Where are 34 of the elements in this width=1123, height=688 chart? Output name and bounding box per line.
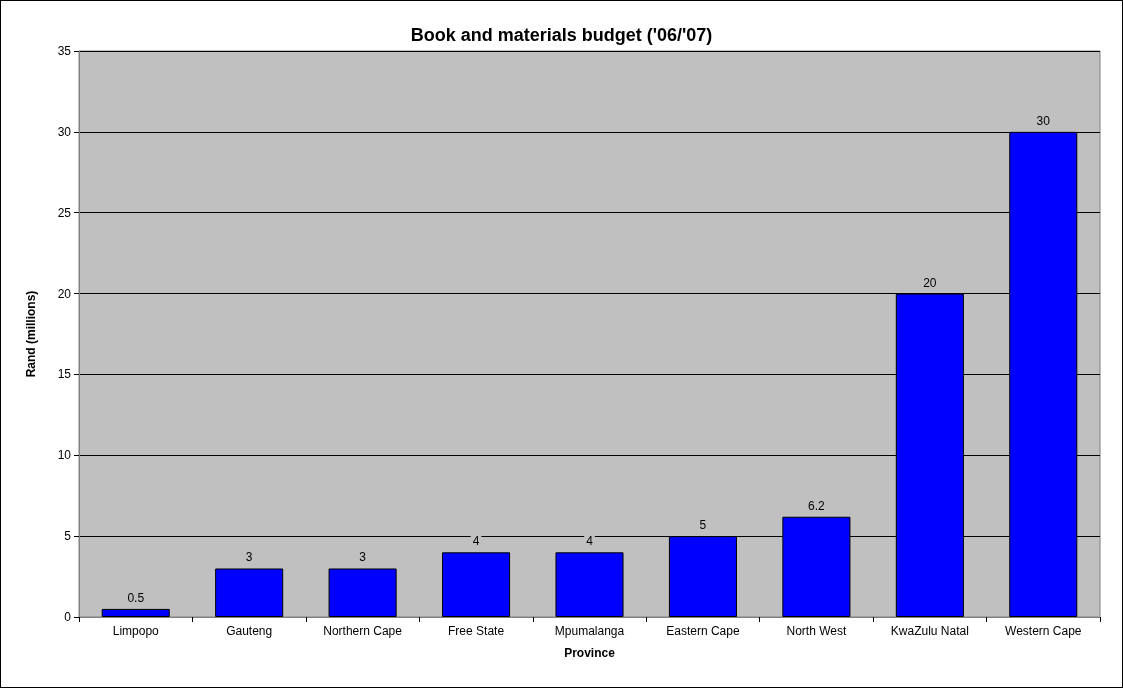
bar	[555, 552, 624, 617]
y-axis-title: Rand (millions)	[24, 290, 38, 378]
data-label: 0.5	[127, 590, 145, 605]
data-label: 4	[472, 534, 480, 549]
y-tick-label: 35	[57, 44, 72, 58]
x-tick-label: Limpopo	[112, 624, 160, 638]
bar	[442, 552, 511, 617]
data-label: 3	[245, 550, 253, 565]
data-label: 3	[359, 550, 367, 565]
x-tick-label: KwaZulu Natal	[890, 624, 969, 638]
bar	[101, 608, 170, 617]
y-tick-label: 0	[64, 610, 72, 624]
y-tick-label: 5	[64, 529, 72, 544]
y-tick-label: 30	[57, 124, 72, 139]
data-label: 5	[699, 518, 707, 533]
x-tick-label: Northern Cape	[323, 624, 403, 638]
bar	[215, 568, 284, 617]
data-label: 20	[923, 275, 937, 290]
x-tick-label: Free State	[448, 624, 505, 638]
x-tick-label: Gauteng	[226, 624, 273, 638]
x-tick-label: Western Cape	[1005, 624, 1082, 638]
data-label: 30	[1036, 113, 1051, 128]
data-label: 6.2	[808, 498, 826, 513]
bar	[328, 568, 397, 617]
x-tick-label: Mpumalanga	[554, 624, 625, 638]
x-tick-label: Eastern Cape	[666, 624, 740, 638]
y-tick-label: 10	[57, 448, 72, 463]
x-axis-title: Province	[564, 646, 616, 660]
x-tick-label: North West	[786, 624, 847, 638]
y-tick-label: 20	[57, 286, 72, 301]
data-label: 4	[586, 534, 594, 549]
chart-title: Book and materials budget ('06/'07)	[410, 25, 713, 45]
y-tick-label: 15	[57, 367, 72, 382]
y-tick-label: 25	[57, 205, 72, 220]
